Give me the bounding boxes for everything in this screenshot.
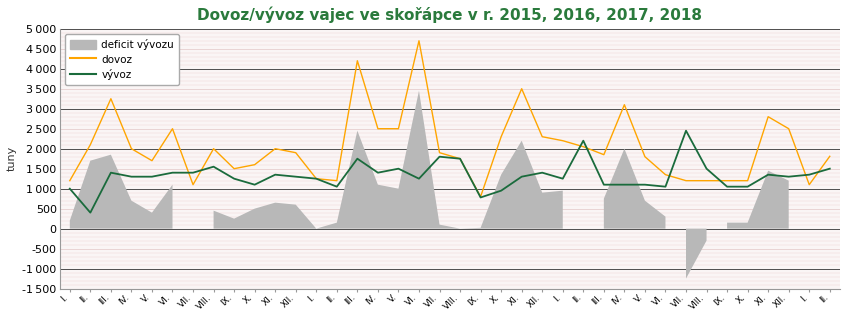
Legend: deficit vývozu, dovoz, vývoz: deficit vývozu, dovoz, vývoz [64, 34, 180, 85]
Y-axis label: tuny: tuny [7, 146, 17, 171]
Title: Dovoz/vývoz vajec ve skořápce v r. 2015, 2016, 2017, 2018: Dovoz/vývoz vajec ve skořápce v r. 2015,… [197, 7, 702, 24]
